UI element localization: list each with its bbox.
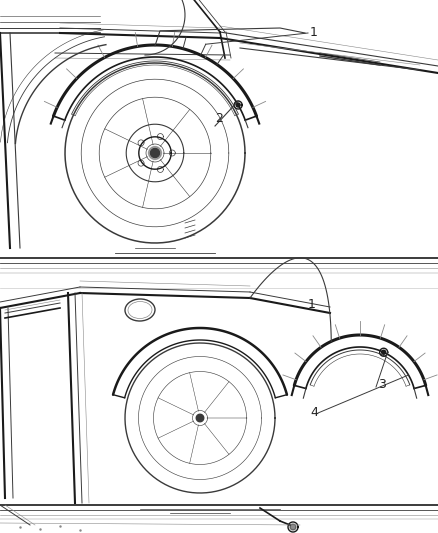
Text: 3: 3 — [378, 378, 386, 392]
Polygon shape — [290, 524, 296, 530]
Text: 4: 4 — [310, 407, 318, 419]
Text: 1: 1 — [310, 27, 318, 39]
Polygon shape — [381, 350, 386, 354]
Polygon shape — [148, 147, 162, 159]
Polygon shape — [151, 149, 159, 157]
Polygon shape — [236, 103, 240, 107]
Text: 1: 1 — [308, 298, 316, 311]
Text: 2: 2 — [215, 111, 223, 125]
Polygon shape — [196, 414, 204, 422]
